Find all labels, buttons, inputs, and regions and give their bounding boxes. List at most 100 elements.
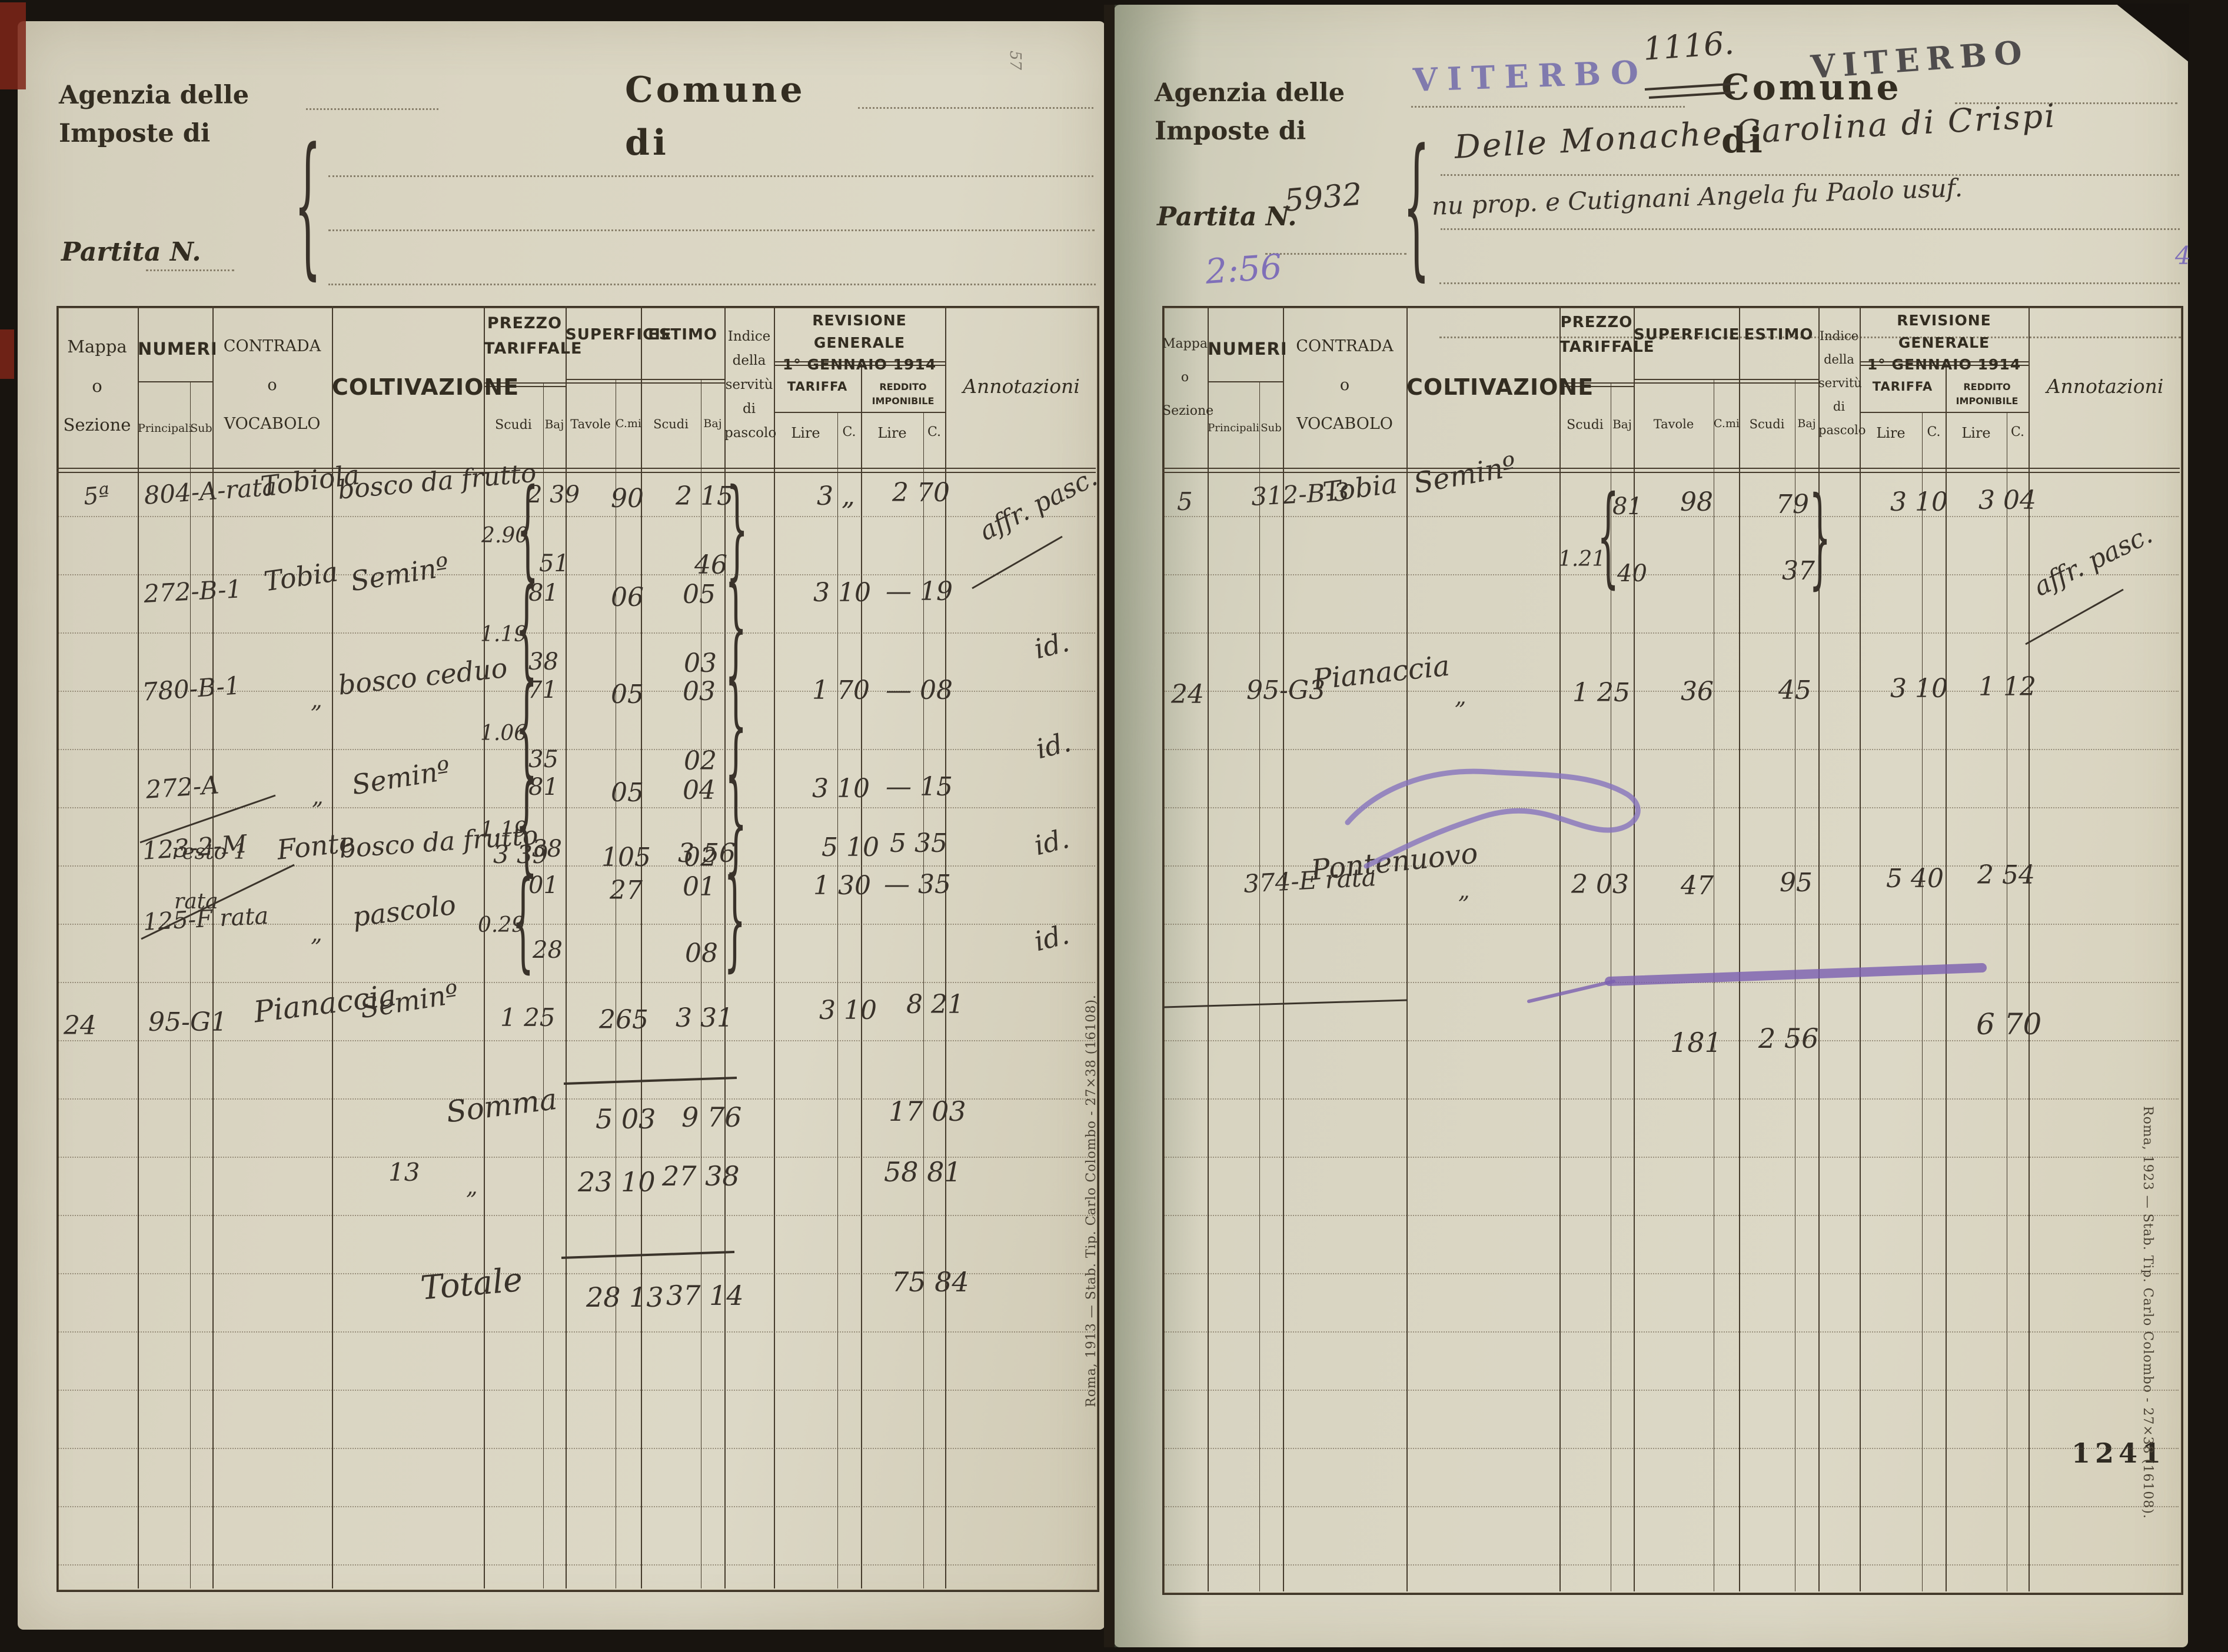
column-line xyxy=(484,306,485,1588)
cell-tariffa: 3 10 xyxy=(1890,674,1948,704)
cell-mappa: 5ª xyxy=(82,481,111,511)
col-tavole: Tavole xyxy=(1653,417,1694,431)
cell-reddito: 1 12 xyxy=(1978,672,2036,702)
column-line xyxy=(566,306,567,1588)
name-line xyxy=(328,175,1093,177)
agenzia-label: Agenzia delle Imposte di xyxy=(1155,78,1345,146)
name-line xyxy=(1439,337,2181,338)
col-lire: Lire xyxy=(791,425,820,441)
cell-estimo-v2: 02 xyxy=(684,842,717,872)
comune-blank-line xyxy=(858,107,1093,109)
totale-reddito: 6 70 xyxy=(1976,1007,2042,1041)
cell-reddito: 3 04 xyxy=(1978,485,2036,515)
col-cmi: C.mi xyxy=(1714,417,1740,430)
cell-estimo-v1: 04 xyxy=(683,775,716,805)
cell-tariffa: 3 10 xyxy=(1890,487,1948,517)
group-rule xyxy=(566,379,641,380)
col-tariffa: TARIFFA xyxy=(787,379,848,394)
col-principali: Principali xyxy=(1208,422,1259,434)
name-line xyxy=(328,284,1096,285)
cell-prezzo-v1: 01 xyxy=(528,872,558,899)
group-rule xyxy=(484,386,566,387)
partita-blank-line xyxy=(1265,253,1406,255)
cell-tavole: 36 xyxy=(1681,677,1714,707)
cell-tavole: 98 xyxy=(1680,487,1713,517)
somma-reddito: 17 03 xyxy=(889,1095,966,1127)
cell-mappa: 5 xyxy=(1177,487,1193,516)
group-rule xyxy=(641,379,724,380)
comune-label: Comune di xyxy=(625,69,806,164)
name-line xyxy=(1441,228,2180,230)
cell-tavole: 27 xyxy=(610,875,643,905)
row-guides xyxy=(1164,459,2179,1566)
col-reddito: REDDITO IMPONIBILE xyxy=(1956,381,2018,407)
name-line xyxy=(1441,174,2179,176)
cell-tavole: 105 xyxy=(601,842,651,872)
col-coltivazione: COLTIVAZIONE xyxy=(1406,374,1594,400)
totale-estimo: 2 56 xyxy=(1758,1022,1819,1054)
brace: } xyxy=(725,759,747,887)
cell-prezzo: 0.29 xyxy=(478,913,526,937)
col-baj: Baj xyxy=(1797,417,1816,430)
carry-ditto: „ xyxy=(466,1174,478,1200)
cell-numeri: 272-A xyxy=(145,770,220,804)
brace: { xyxy=(516,564,538,692)
cell-tavole: 05 xyxy=(611,680,644,710)
column-line xyxy=(724,306,726,1588)
row-guides xyxy=(58,459,1095,1566)
red-edge-mark xyxy=(0,329,14,379)
header-brace: { xyxy=(1403,116,1430,297)
cell-prezzo: 3 39 xyxy=(493,840,548,869)
cell-tariffa: 3 10 xyxy=(812,774,870,804)
group-rule xyxy=(774,412,945,413)
cell-estimo-v2: 37 xyxy=(1782,556,1815,586)
col-scudi: Scudi xyxy=(1567,418,1604,432)
col-principali: Principali xyxy=(138,422,192,435)
subcolumn-line xyxy=(923,412,924,1588)
group-rule xyxy=(774,361,945,362)
cell-estimo-v2: 03 xyxy=(684,648,717,678)
col-mappa: Mappa o Sezione xyxy=(1162,337,1214,419)
cell-contrada-ditto: „ xyxy=(312,784,324,810)
col-reddito: REDDITO IMPONIBILE xyxy=(872,381,935,407)
cell-tavole: 265 xyxy=(599,1005,649,1035)
column-line xyxy=(2029,306,2030,1591)
cell-prezzo: 1.06 xyxy=(480,721,528,745)
col-estimo: ESTIMO xyxy=(648,326,717,344)
cell-prezzo-v1: 2 39 xyxy=(527,481,580,508)
cell-estimo: 95 xyxy=(1780,868,1813,898)
carry-estimo: 27 38 xyxy=(662,1160,740,1192)
cell-coltivazione-ditto: „ xyxy=(1458,878,1470,904)
cell-mappa: 24 xyxy=(64,1011,97,1041)
cell-contrada-ditto: „ xyxy=(311,687,322,713)
col-tavole: Tavole xyxy=(570,417,611,431)
group-rule xyxy=(138,381,212,382)
cell-estimo-v1: 05 xyxy=(683,579,716,609)
cell-estimo-v1: 01 xyxy=(683,872,716,902)
column-line xyxy=(861,364,862,1588)
col-indice: Indice della servitù di pascolo xyxy=(724,329,777,441)
subcolumn-line xyxy=(190,381,191,1588)
cell-prezzo: 1.21 xyxy=(1558,547,1606,571)
col-sub: Sub xyxy=(190,422,212,435)
cell-prezzo-v2: 38 xyxy=(532,835,562,862)
col-prezzo: PREZZO TARIFFALE xyxy=(484,314,583,358)
group-rule xyxy=(1860,365,2029,366)
col-baj: Baj xyxy=(1612,417,1632,431)
cell-estimo-v1: 79 xyxy=(1776,489,1809,519)
agenzia-label: Agenzia delle Imposte di xyxy=(59,81,250,148)
cell-prezzo-v1: 81 xyxy=(528,774,558,801)
group-rule xyxy=(566,382,641,384)
edge-note: 57 xyxy=(1006,51,1024,71)
book-gutter xyxy=(1104,5,1115,1647)
col-revisione: REVISIONE GENERALE 1° GENNAIO 1914 xyxy=(782,312,937,373)
header-rule xyxy=(56,472,1096,473)
cell-estimo-v2: 08 xyxy=(685,938,718,968)
cell-contrada-ditto: „ xyxy=(311,921,322,947)
col-tariffa: TARIFFA xyxy=(1872,379,1933,394)
col-c: C. xyxy=(842,425,856,439)
column-line xyxy=(1634,306,1635,1591)
cell-prezzo: 1.19 xyxy=(480,818,528,842)
totale-superficie: 181 xyxy=(1670,1027,1722,1058)
pencil-total: 2:56 xyxy=(1204,246,1283,292)
